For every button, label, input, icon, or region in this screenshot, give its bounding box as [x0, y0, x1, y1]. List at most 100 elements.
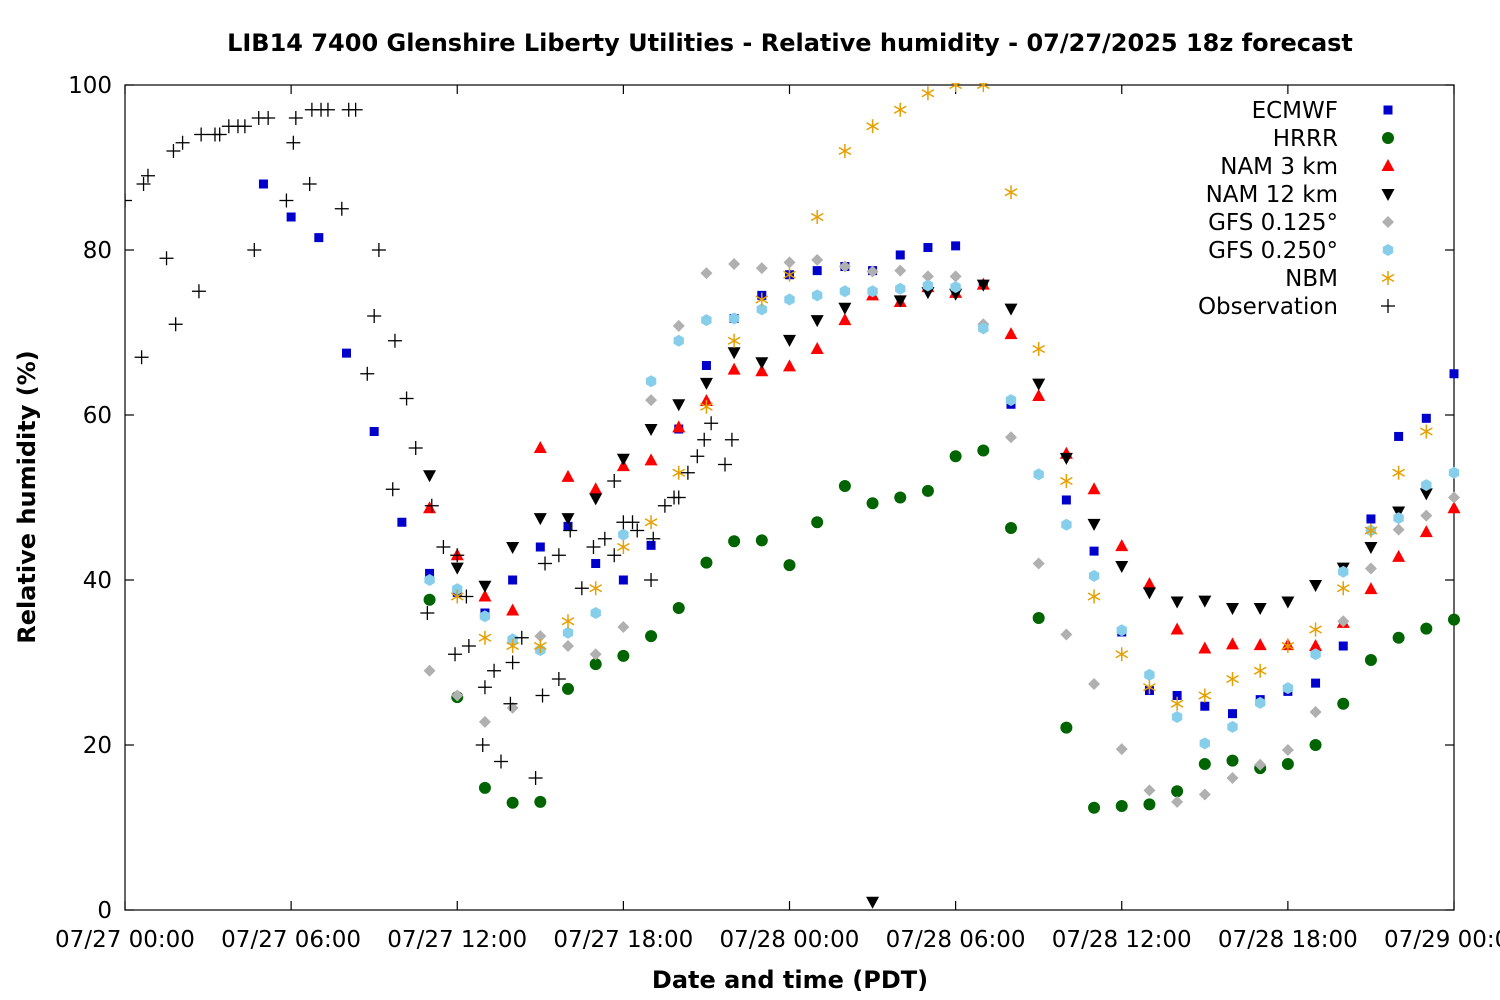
data-point — [646, 531, 661, 546]
data-point — [1421, 413, 1431, 423]
data-point — [506, 701, 519, 714]
data-point — [1364, 562, 1377, 575]
data-point — [701, 314, 712, 327]
data-point — [1447, 501, 1461, 514]
data-point — [367, 309, 382, 323]
data-point — [261, 111, 276, 125]
data-point — [949, 270, 962, 283]
data-point — [1420, 509, 1433, 522]
data-point — [1033, 468, 1044, 481]
data-point — [690, 449, 705, 464]
data-point — [1309, 706, 1322, 718]
data-point — [1198, 788, 1211, 801]
data-point — [810, 315, 824, 328]
data-point — [561, 469, 575, 482]
data-point — [1198, 641, 1212, 654]
data-point — [1310, 648, 1321, 661]
data-point — [360, 366, 375, 381]
data-point — [1254, 758, 1267, 771]
data-point — [644, 515, 658, 530]
data-point — [697, 432, 712, 447]
data-point — [286, 135, 301, 150]
data-point — [194, 127, 209, 142]
data-point — [1088, 569, 1100, 582]
data-point — [672, 602, 685, 615]
data-point — [436, 540, 451, 554]
data-point — [1419, 525, 1433, 538]
data-point — [1032, 557, 1045, 570]
data-point — [478, 781, 491, 794]
data-point — [1087, 482, 1101, 495]
data-point — [1366, 514, 1376, 524]
data-point — [1171, 785, 1184, 798]
x-tick-label: 07/28 18:00 — [1218, 927, 1358, 953]
data-point — [1226, 754, 1239, 767]
data-point — [949, 288, 963, 301]
data-point — [1088, 801, 1101, 814]
data-point — [810, 210, 824, 224]
data-point — [1364, 654, 1377, 667]
data-point — [1171, 711, 1183, 723]
data-point — [1309, 739, 1322, 751]
data-point — [1059, 452, 1073, 465]
data-point — [589, 581, 603, 596]
data-point — [1115, 800, 1128, 813]
series-nam-3-km — [423, 277, 1461, 654]
y-tick-label: 40 — [83, 568, 112, 594]
data-point — [950, 281, 961, 294]
data-point — [551, 548, 566, 563]
data-point — [645, 630, 658, 643]
data-point — [136, 177, 151, 191]
data-point — [1337, 697, 1350, 710]
data-point — [314, 233, 324, 243]
data-point — [1004, 185, 1018, 200]
data-point — [1253, 603, 1267, 616]
legend-marker — [1382, 216, 1394, 228]
data-point — [258, 179, 268, 189]
data-point — [724, 432, 739, 447]
data-point — [894, 264, 907, 277]
data-point — [589, 493, 603, 506]
data-point — [387, 333, 402, 348]
legend-marker — [1382, 132, 1394, 144]
data-point — [701, 361, 711, 370]
x-axis-label: Date and time (PDT) — [652, 966, 928, 994]
data-point — [237, 119, 252, 134]
data-point — [1337, 615, 1350, 628]
data-point — [783, 256, 796, 269]
data-point — [591, 559, 601, 568]
data-point — [212, 127, 227, 142]
data-point — [1281, 743, 1294, 756]
data-point — [616, 453, 630, 466]
x-tick-label: 07/28 12:00 — [1052, 927, 1192, 953]
y-tick-label: 20 — [83, 733, 112, 759]
data-point — [1477, 357, 1486, 366]
data-point — [921, 484, 934, 497]
data-point — [976, 83, 990, 92]
data-point — [949, 450, 962, 463]
data-point — [838, 260, 851, 273]
data-point — [1309, 579, 1323, 592]
data-point — [535, 688, 550, 703]
data-point — [597, 531, 612, 546]
data-point — [839, 285, 851, 298]
data-point — [1032, 389, 1046, 402]
series-nbm — [450, 83, 1433, 711]
data-point — [1448, 491, 1460, 504]
data-point — [646, 540, 656, 550]
data-point — [1364, 582, 1378, 595]
data-point — [838, 302, 852, 315]
data-point — [586, 540, 601, 554]
data-point — [1227, 720, 1238, 733]
y-tick-label: 60 — [83, 403, 112, 429]
data-point — [895, 282, 906, 295]
legend-marker — [1383, 105, 1393, 115]
data-point — [1089, 546, 1099, 556]
data-point — [125, 193, 132, 208]
data-point — [1087, 518, 1101, 531]
data-point — [288, 111, 303, 125]
data-point — [1226, 672, 1239, 686]
data-point — [1281, 596, 1295, 609]
data-point — [1032, 342, 1046, 356]
